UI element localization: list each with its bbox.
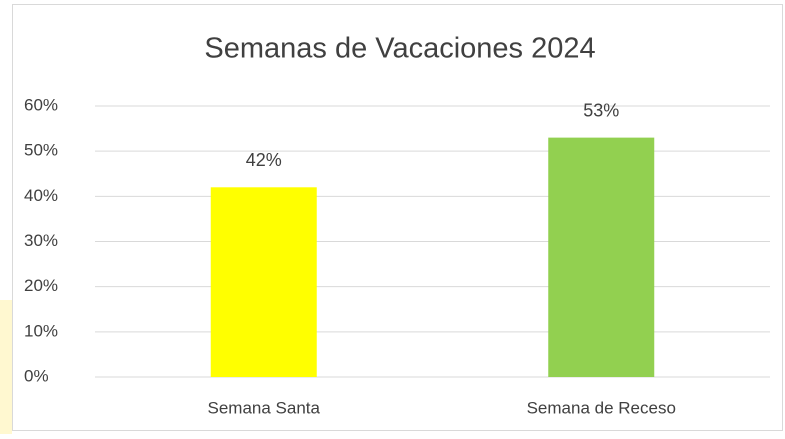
y-tick-label: 60% <box>24 95 58 114</box>
background-strip <box>0 300 12 434</box>
y-tick-label: 50% <box>24 141 58 160</box>
y-tick-label: 20% <box>24 276 58 295</box>
bar <box>548 137 655 377</box>
data-label: 53% <box>583 100 619 120</box>
data-label: 42% <box>246 150 282 170</box>
x-tick-label: Semana Santa <box>208 398 321 417</box>
y-tick-label: 40% <box>24 186 58 205</box>
chart-title: Semanas de Vacaciones 2024 <box>204 33 595 65</box>
y-tick-label: 30% <box>24 231 58 250</box>
y-tick-label: 0% <box>24 366 49 385</box>
y-tick-label: 10% <box>24 321 58 340</box>
chart-frame <box>12 4 783 431</box>
x-tick-label: Semana de Receso <box>527 398 676 417</box>
bar <box>210 187 317 377</box>
